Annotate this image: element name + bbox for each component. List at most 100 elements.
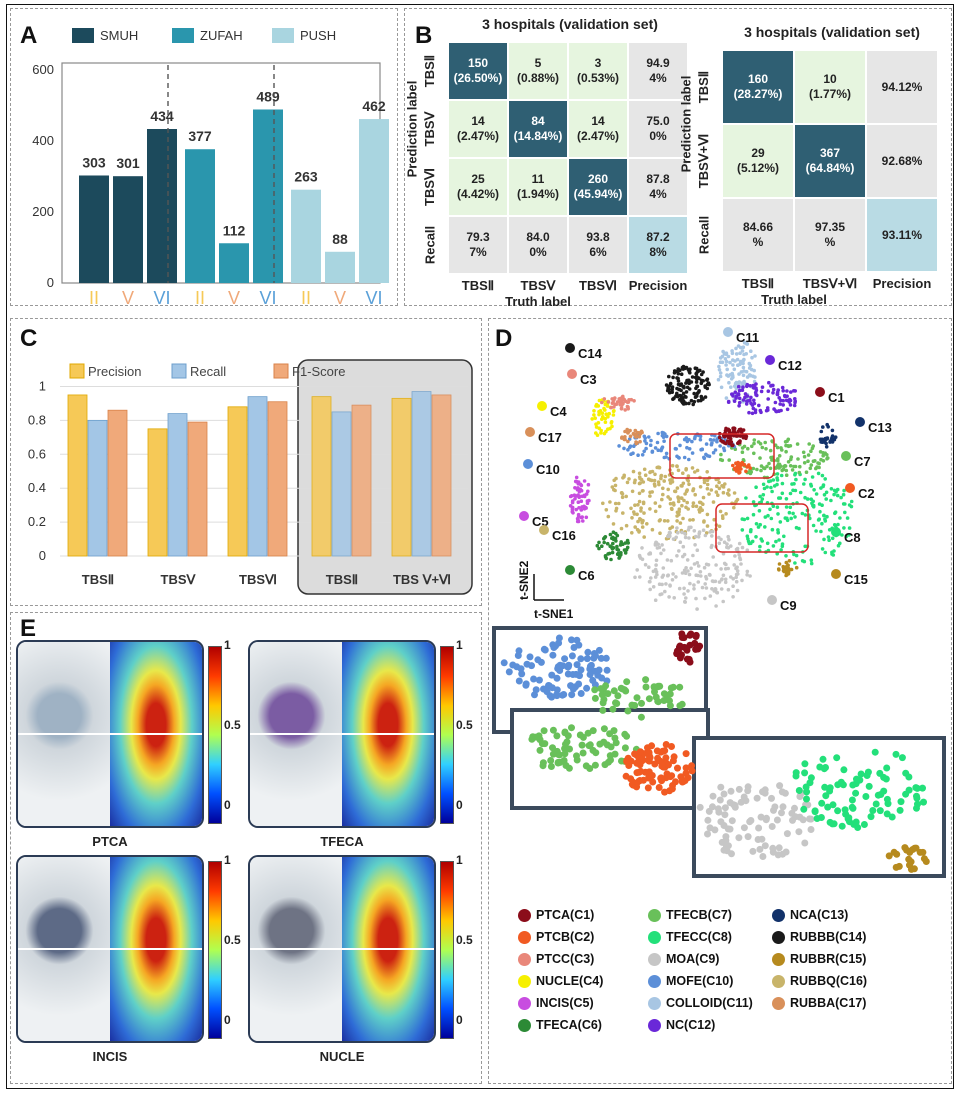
point [641, 489, 645, 493]
point [688, 762, 696, 770]
point [575, 487, 580, 492]
point [741, 361, 745, 366]
point [786, 460, 791, 464]
point [759, 537, 763, 541]
point [606, 552, 610, 556]
point [653, 542, 658, 546]
point [654, 563, 658, 567]
point [883, 764, 891, 772]
point [563, 738, 571, 746]
point [636, 453, 640, 457]
point [792, 464, 796, 469]
tsne-y-label: t-SNE2 [517, 560, 531, 600]
point [585, 742, 593, 750]
point [781, 789, 789, 797]
point [782, 534, 786, 539]
point [573, 636, 581, 644]
point [682, 437, 687, 442]
point [626, 407, 630, 411]
point [765, 541, 770, 546]
col-label: Precision [872, 276, 932, 291]
point [785, 568, 789, 572]
point [684, 596, 688, 600]
point [748, 574, 752, 578]
point [753, 354, 757, 358]
col-label: TBSⅤ+Ⅵ [802, 276, 858, 291]
point [792, 389, 796, 393]
point [630, 516, 634, 520]
point [745, 394, 750, 398]
point [642, 683, 650, 691]
point [664, 455, 668, 459]
point [732, 428, 736, 432]
point [733, 390, 738, 394]
point [586, 662, 594, 670]
point [658, 592, 662, 597]
point [761, 482, 766, 487]
point [745, 548, 750, 552]
heatmap-caption: INCIS [92, 1049, 128, 1064]
point [740, 382, 745, 386]
point [732, 367, 737, 372]
point [738, 557, 743, 562]
point [611, 413, 616, 417]
point [808, 466, 813, 471]
row-label-wrap: Recall [422, 226, 438, 264]
point [719, 567, 723, 571]
point [642, 535, 646, 539]
x-tick-label: V [334, 288, 346, 306]
point [795, 442, 800, 446]
point [704, 562, 709, 567]
legend-swatch [72, 28, 94, 43]
point [705, 807, 713, 815]
point [758, 835, 766, 843]
point [805, 497, 810, 501]
bar [147, 129, 177, 283]
point [765, 485, 769, 489]
point [615, 544, 619, 549]
point [726, 587, 731, 592]
point [740, 824, 748, 832]
point [746, 818, 754, 826]
point [599, 706, 607, 714]
point [683, 401, 688, 405]
matrix-cell: 79.3 7% [448, 216, 508, 274]
point [746, 446, 750, 451]
point [827, 538, 831, 542]
point [759, 464, 764, 468]
point [523, 660, 531, 668]
point [701, 379, 705, 383]
point [778, 809, 785, 817]
point [687, 447, 692, 451]
point [603, 666, 611, 674]
legend-item: RUBBB(C14) [772, 930, 866, 944]
point [727, 537, 731, 542]
point [686, 378, 691, 383]
point [522, 681, 530, 689]
point [720, 360, 725, 365]
point [787, 559, 792, 563]
point [600, 400, 604, 405]
point [641, 480, 646, 484]
point [683, 531, 687, 536]
point [742, 444, 747, 449]
point [723, 577, 728, 582]
cluster-marker [519, 511, 529, 521]
bar [411, 391, 432, 557]
point [642, 511, 646, 515]
legend-label: NUCLE(C4) [536, 974, 604, 988]
heatmap-caption: NUCLE [319, 1049, 365, 1064]
cluster-marker [723, 327, 733, 337]
point [690, 451, 695, 455]
point [635, 512, 639, 517]
legend-label: F1-Score [292, 364, 345, 379]
point [683, 535, 688, 540]
point [611, 535, 615, 540]
point [768, 466, 773, 471]
point [775, 445, 780, 450]
point [641, 501, 646, 506]
point [763, 525, 767, 529]
point [732, 399, 737, 403]
point [715, 590, 719, 595]
point [592, 413, 596, 417]
